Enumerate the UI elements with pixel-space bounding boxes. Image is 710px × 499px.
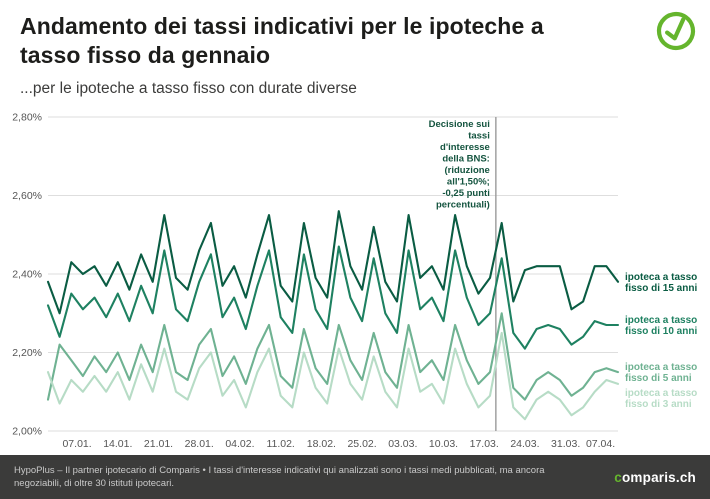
series-line-fisso-10-anni	[46, 245, 620, 350]
x-tick-label: 31.03.	[551, 438, 580, 450]
line-chart: 2,00% 2,20% 2,40% 2,60% 2,80% 07.01. 14.01. 21.…	[0, 103, 710, 455]
x-tick-label: 04.02.	[225, 438, 254, 450]
footer: HypoPlus – Il partner ipotecario di Comp…	[0, 455, 710, 499]
bns-annotation-text: tassi	[468, 131, 490, 142]
x-tick-label: 18.02.	[307, 438, 336, 450]
series-label-fisso-3-anni: fisso di 3 anni	[625, 399, 692, 410]
bns-annotation-text: (riduzione	[444, 165, 489, 176]
x-tick-label: 03.03.	[388, 438, 417, 450]
y-tick-label: 2,20%	[12, 347, 42, 359]
bns-annotation-text: Decisione sui	[429, 119, 490, 130]
x-tick-label: 11.02.	[266, 438, 294, 450]
series-label-fisso-10-anni: fisso di 10 anni	[625, 326, 697, 337]
x-tick-label: 24.03.	[510, 438, 539, 450]
comparis-logo-rest: omparis.ch	[621, 469, 696, 485]
series-line-fisso-5-anni	[46, 312, 620, 401]
series-label-fisso-5-anni: ipoteca a tasso	[625, 362, 697, 373]
x-tick-label: 17.03.	[470, 438, 499, 450]
x-tick-label: 10.03.	[429, 438, 458, 450]
y-tick-label: 2,00%	[12, 426, 42, 438]
series-label-fisso-15-anni: fisso di 15 anni	[625, 283, 697, 294]
x-tick-label: 21.01.	[144, 438, 173, 450]
checkmark-icon-svg	[656, 11, 696, 51]
series-label-fisso-3-anni: ipoteca a tasso	[625, 388, 697, 399]
subtitle: ...per le ipoteche a tasso fisso con dur…	[20, 79, 357, 97]
x-tick-label: 07.01.	[62, 438, 91, 450]
y-tick-label: 2,80%	[12, 112, 42, 124]
x-tick-label: 14.01.	[103, 438, 132, 450]
bns-annotation-text: d'interesse	[440, 142, 490, 153]
series-line-fisso-3-anni	[46, 331, 620, 421]
series-label-fisso-10-anni: ipoteca a tasso	[625, 315, 697, 326]
y-tick-label: 2,40%	[12, 269, 42, 281]
bns-annotation-text: della BNS:	[442, 154, 490, 165]
series-label-fisso-5-anni: fisso di 5 anni	[625, 373, 692, 384]
comparis-logo-c: c	[614, 469, 622, 485]
comparis-logo: comparis.ch	[614, 470, 696, 485]
x-tick-label: 25.02.	[347, 438, 376, 450]
x-tick-label: 07.04.	[586, 438, 615, 450]
series-label-fisso-15-anni: ipoteca a tasso	[625, 272, 697, 283]
bns-annotation-text: -0,25 punti	[442, 188, 490, 199]
series-line-fisso-15-anni	[46, 210, 620, 315]
x-tick-label: 28.01.	[185, 438, 214, 450]
header: Andamento dei tassi indicativi per le ip…	[0, 0, 710, 98]
page-title: Andamento dei tassi indicativi per le ip…	[20, 13, 544, 69]
line-chart-svg: 2,00% 2,20% 2,40% 2,60% 2,80% 07.01. 14.01. 21.…	[12, 112, 697, 451]
y-tick-label: 2,60%	[12, 190, 42, 202]
footer-disclaimer: HypoPlus – Il partner ipotecario di Comp…	[14, 464, 545, 489]
checkmark-icon	[654, 9, 698, 53]
bns-annotation-text: all'1,50%;	[447, 177, 490, 188]
bns-annotation-text: percentuali)	[436, 200, 490, 211]
